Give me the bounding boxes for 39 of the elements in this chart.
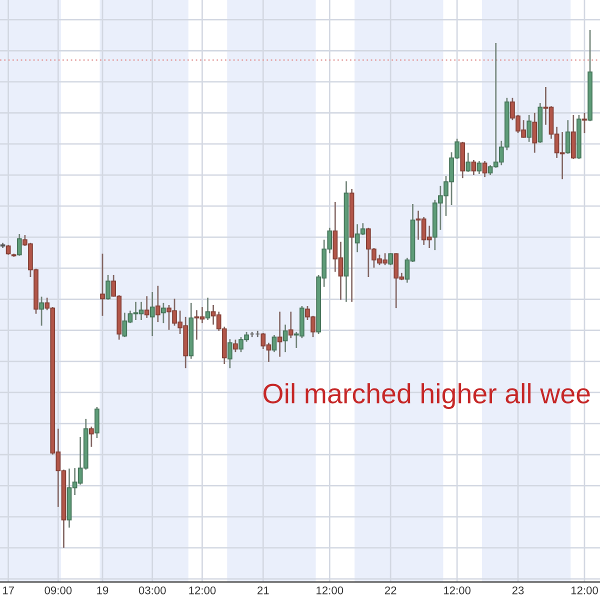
candlestick: [227, 338, 232, 369]
candlestick: [205, 297, 210, 321]
candlestick: [233, 338, 238, 353]
candlestick: [466, 152, 471, 173]
candlestick: [582, 112, 587, 134]
candlestick: [144, 295, 150, 319]
candlestick: [150, 291, 155, 337]
candlestick: [526, 114, 532, 143]
candlestick: [277, 311, 282, 358]
x-tick-label: 21: [258, 586, 269, 594]
candlestick: [565, 119, 570, 154]
x-tick-label: 22: [384, 586, 396, 594]
candlestick: [106, 274, 110, 300]
candlestick: [39, 296, 44, 326]
x-tick-label: 19: [97, 586, 108, 594]
x-tick-label: 09:00: [44, 586, 72, 594]
x-tick-label: 12:00: [444, 586, 471, 594]
candlestick: [532, 112, 538, 154]
x-tick-label: 12:00: [571, 586, 598, 594]
candlestick: [94, 406, 100, 439]
annotation: Oil marched higher all wee: [264, 383, 590, 409]
x-tick-label: 03:00: [138, 586, 166, 594]
candlestick: [161, 302, 166, 324]
candlestick: [476, 160, 482, 175]
candlestick: [88, 426, 94, 448]
candlestick: [6, 244, 11, 256]
x-tick-label: 12:00: [189, 586, 216, 594]
candlestick: [482, 160, 488, 178]
candlestick: [282, 324, 288, 353]
candlestick: [388, 252, 394, 266]
x-tick-label: 12:00: [316, 586, 344, 594]
x-tick-label: 17: [2, 586, 14, 594]
candlestick: [272, 334, 277, 353]
candlestick: [288, 311, 294, 339]
x-tick-label: 23: [512, 586, 524, 594]
candlestick: [100, 253, 105, 317]
candlestick: [16, 233, 22, 256]
candlestick: [471, 159, 476, 176]
candlestick: [155, 285, 160, 323]
